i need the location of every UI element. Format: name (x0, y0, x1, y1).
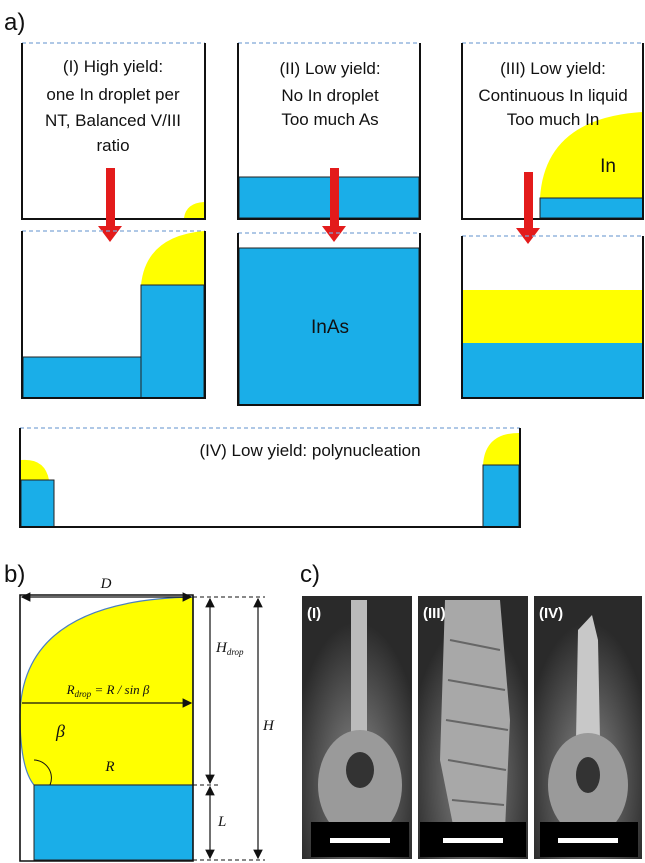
case-text: (II) Low yield: (279, 59, 380, 78)
text-part: = R / sin β (91, 682, 150, 697)
case-3-top: (III) Low yield: Continuous In liquid To… (462, 43, 643, 244)
material-label: In (600, 156, 616, 177)
case-1-bottom (22, 231, 205, 398)
dimension-label: D (100, 576, 112, 592)
case-text: Continuous In liquid (478, 86, 627, 105)
angle-label: β (55, 721, 65, 741)
case-text: (III) Low yield: (500, 59, 606, 78)
panel-label: b) (4, 561, 25, 588)
case-text: NT, Balanced V/III (45, 111, 181, 130)
panel-label: a) (4, 9, 25, 36)
text-part: drop (75, 689, 92, 699)
dimension-label: H (262, 718, 275, 734)
dimension-label: Hdrop (215, 640, 244, 657)
panel-label: c) (300, 561, 320, 588)
case-1-top: (I) High yield: one In droplet per NT, B… (22, 43, 205, 242)
case-3-bottom (462, 236, 643, 398)
case-2-top: (II) Low yield: No In droplet Too much A… (238, 43, 420, 242)
figure: a) (I) High yield: one In droplet per NT… (0, 0, 645, 863)
material-label: InAs (311, 317, 349, 338)
geometry-diagram: D Rdrop = R / sin β R β Hdrop H L (20, 576, 275, 861)
case-text: (I) High yield: (63, 57, 163, 76)
case-text: Too much In (507, 110, 600, 129)
case-text: (IV) Low yield: polynucleation (199, 441, 420, 460)
image-label: (IV) (539, 605, 563, 622)
image-label: (III) (423, 605, 446, 622)
text-part: R (66, 682, 75, 697)
sem-image: (IV) (534, 596, 642, 859)
dimension-label: L (217, 814, 226, 830)
case-2-bottom: InAs (238, 233, 420, 405)
case-text: Too much As (281, 110, 378, 129)
case-text: one In droplet per (46, 85, 180, 104)
text-part: drop (227, 647, 244, 657)
case-text: No In droplet (281, 86, 379, 105)
sem-image: (III) (418, 596, 528, 859)
case-text: ratio (96, 136, 129, 155)
case-4: (IV) Low yield: polynucleation (20, 428, 520, 527)
dimension-label: R (104, 759, 114, 775)
image-label: (I) (307, 605, 321, 622)
sem-image: (I) (302, 596, 412, 859)
